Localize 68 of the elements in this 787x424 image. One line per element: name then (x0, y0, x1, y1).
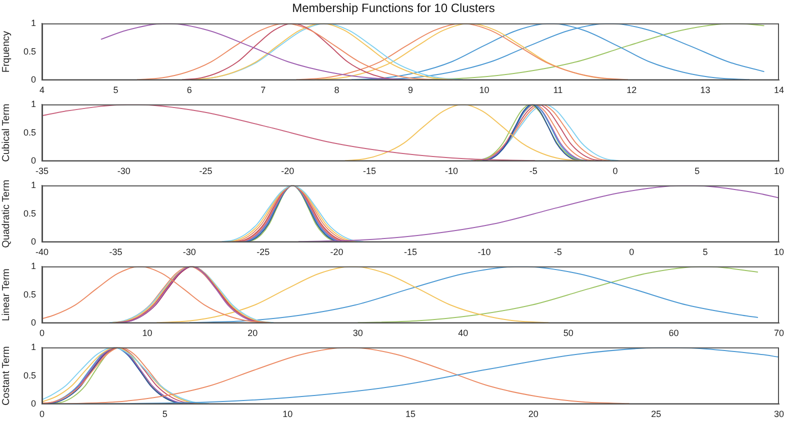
x-tick-label: -30 (117, 166, 130, 176)
x-tick-label: 13 (700, 85, 710, 96)
x-tick-label: 11 (553, 85, 563, 96)
x-tick-label: 4 (39, 85, 45, 96)
x-tick-label: 0 (629, 247, 634, 258)
y-axis-title: Costant Term (0, 346, 12, 406)
x-tick-label: 5 (694, 166, 700, 176)
x-tick-label: 5 (702, 247, 708, 258)
x-tick-label: 20 (528, 409, 538, 420)
y-tick-label: 1 (30, 18, 36, 28)
x-tick-label: 0 (612, 166, 618, 176)
x-tick-label: 10 (479, 85, 490, 96)
x-tick-label: 50 (563, 328, 574, 338)
x-tick-label: 30 (352, 328, 363, 338)
x-tick-label: 10 (774, 247, 784, 258)
x-tick-label: -25 (199, 166, 212, 176)
x-tick-label: -5 (529, 166, 538, 176)
x-tick-label: 10 (282, 409, 293, 420)
x-tick-label: 7 (260, 85, 266, 96)
x-tick-label: 0 (39, 409, 45, 420)
x-tick-label: 20 (248, 328, 258, 338)
y-tick-label: 0 (30, 236, 36, 247)
y-axis-title: Linear Term (0, 268, 12, 322)
x-tick-label: 5 (113, 85, 118, 96)
x-tick-label: 6 (186, 85, 192, 96)
x-tick-label: -10 (444, 166, 458, 176)
y-tick-label: 0.5 (23, 289, 36, 300)
x-tick-label: -25 (256, 247, 270, 258)
x-tick-label: 9 (408, 85, 414, 96)
x-tick-label: 60 (668, 328, 679, 338)
y-tick-label: 0.5 (23, 46, 36, 56)
x-tick-label: 0 (39, 328, 45, 338)
y-axis-title: Cubical Term (0, 104, 12, 162)
x-tick-label: 14 (774, 85, 784, 96)
x-tick-label: -15 (363, 166, 376, 176)
x-tick-label: -30 (182, 247, 196, 258)
y-tick-label: 0 (30, 156, 36, 166)
x-tick-label: 30 (774, 409, 784, 420)
y-tick-label: 1 (30, 342, 36, 352)
x-tick-label: 40 (458, 328, 468, 338)
y-tick-label: 0.5 (23, 208, 36, 218)
y-tick-label: 0 (30, 398, 36, 409)
y-tick-label: 0 (30, 74, 36, 85)
x-tick-label: 70 (774, 328, 784, 338)
x-tick-label: -35 (109, 247, 122, 258)
y-tick-label: 1 (30, 180, 36, 190)
x-tick-label: 10 (142, 328, 152, 338)
x-tick-label: -35 (35, 166, 49, 176)
x-tick-label: -20 (281, 166, 294, 176)
y-tick-label: 0 (30, 318, 36, 328)
x-tick-label: -10 (478, 247, 491, 258)
x-tick-label: 10 (774, 166, 784, 176)
y-axis-title: Frquency (0, 30, 12, 73)
x-tick-label: 25 (651, 409, 662, 420)
x-tick-label: -15 (404, 247, 418, 258)
y-tick-label: 1 (30, 98, 36, 109)
x-tick-label: -40 (35, 247, 49, 258)
x-tick-label: 8 (334, 85, 340, 96)
x-tick-label: -20 (330, 247, 344, 258)
y-tick-label: 0.5 (23, 370, 36, 380)
y-tick-label: 0.5 (23, 127, 36, 138)
x-tick-label: 15 (405, 409, 416, 420)
y-axis-title: Quadratic Term (0, 180, 12, 248)
x-tick-label: -5 (554, 247, 562, 258)
y-tick-label: 1 (30, 260, 36, 271)
chart-title: Membership Functions for 10 Clusters (291, 0, 496, 16)
x-tick-label: 12 (626, 85, 637, 96)
x-tick-label: 5 (162, 409, 168, 420)
